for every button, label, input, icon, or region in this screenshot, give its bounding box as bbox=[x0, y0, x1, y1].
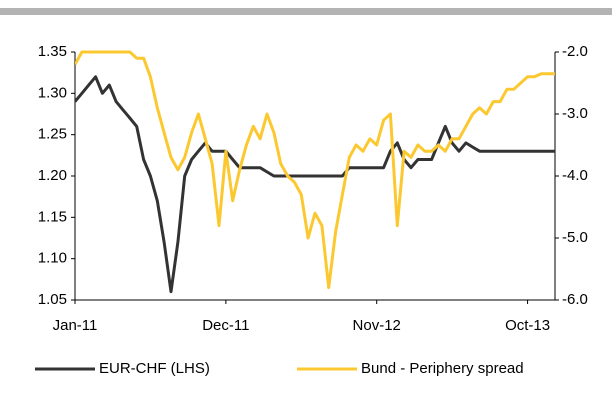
y2-tick-label: -3.0 bbox=[562, 105, 588, 122]
y2-tick-label: -5.0 bbox=[562, 229, 588, 246]
x-tick-label: Oct-13 bbox=[505, 317, 550, 334]
legend-label: Bund - Periphery spread bbox=[361, 360, 524, 377]
y2-tick-label: -6.0 bbox=[562, 291, 588, 308]
y-tick-label: 1.25 bbox=[38, 126, 67, 143]
y-tick-label: 1.10 bbox=[38, 250, 67, 267]
y-tick-label: 1.15 bbox=[38, 208, 67, 225]
header-bar bbox=[0, 8, 612, 15]
line-series bbox=[75, 50, 555, 290]
legend-label: EUR-CHF (LHS) bbox=[99, 360, 210, 377]
y-tick-label: 1.35 bbox=[38, 43, 67, 60]
line-series bbox=[75, 75, 555, 294]
y2-tick-label: -4.0 bbox=[562, 167, 588, 184]
y-tick-label: 1.05 bbox=[38, 291, 67, 308]
x-tick-label: Dec-11 bbox=[202, 317, 249, 334]
y-tick-label: 1.30 bbox=[38, 84, 67, 101]
x-tick-label: Jan-11 bbox=[53, 317, 98, 334]
y2-tick-label: -2.0 bbox=[562, 43, 588, 60]
x-tick-label: Nov-12 bbox=[353, 317, 401, 334]
y-tick-label: 1.20 bbox=[38, 167, 67, 184]
